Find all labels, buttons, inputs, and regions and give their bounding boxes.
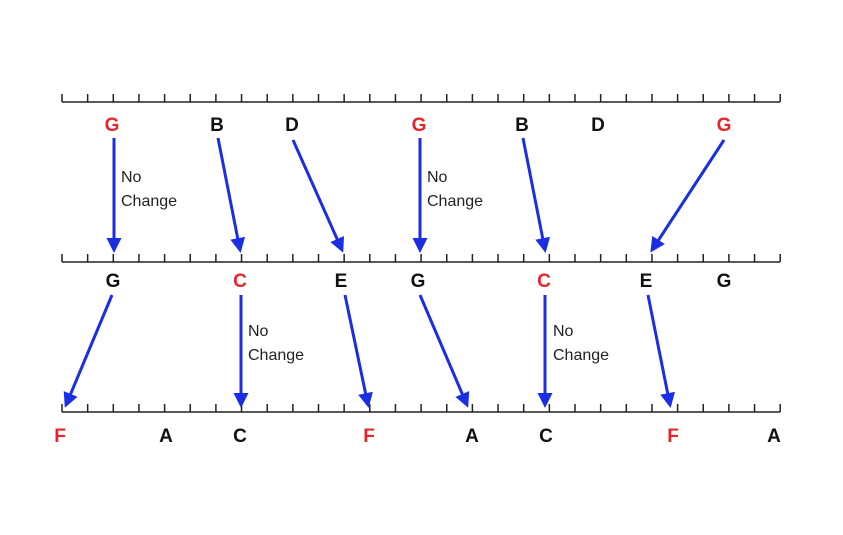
arrow — [521, 137, 551, 253]
note: C — [233, 271, 247, 292]
note: D — [285, 115, 299, 136]
note: F — [667, 426, 679, 447]
note: A — [767, 426, 781, 447]
note: G — [106, 271, 121, 292]
arrow — [646, 294, 676, 408]
note: E — [640, 271, 653, 292]
arrow — [418, 294, 470, 408]
arrow — [343, 294, 373, 408]
note: F — [54, 426, 66, 447]
annotation: No — [248, 323, 269, 340]
note: B — [515, 115, 529, 136]
note: G — [717, 115, 732, 136]
note: G — [105, 115, 120, 136]
note: B — [210, 115, 224, 136]
note: A — [465, 426, 479, 447]
annotation: No — [121, 169, 142, 186]
note: G — [412, 115, 427, 136]
note: A — [159, 426, 173, 447]
note: C — [233, 426, 247, 447]
content: G B D G B D G G C E G C E G F A C F A C F A No Change No Change No… — [54, 94, 781, 447]
note: E — [335, 271, 348, 292]
note: D — [591, 115, 605, 136]
annotation: Change — [553, 347, 609, 364]
note: G — [411, 271, 426, 292]
arrow — [650, 139, 726, 253]
arrow — [63, 294, 114, 408]
note: C — [537, 271, 551, 292]
note: G — [717, 271, 732, 292]
arrow — [216, 137, 246, 253]
annotation: Change — [121, 193, 177, 210]
arrow — [291, 139, 344, 253]
note: C — [539, 426, 553, 447]
note: F — [363, 426, 375, 447]
annotation: Change — [427, 193, 483, 210]
annotation: No — [427, 169, 448, 186]
annotation: Change — [248, 347, 304, 364]
annotation: No — [553, 323, 574, 340]
